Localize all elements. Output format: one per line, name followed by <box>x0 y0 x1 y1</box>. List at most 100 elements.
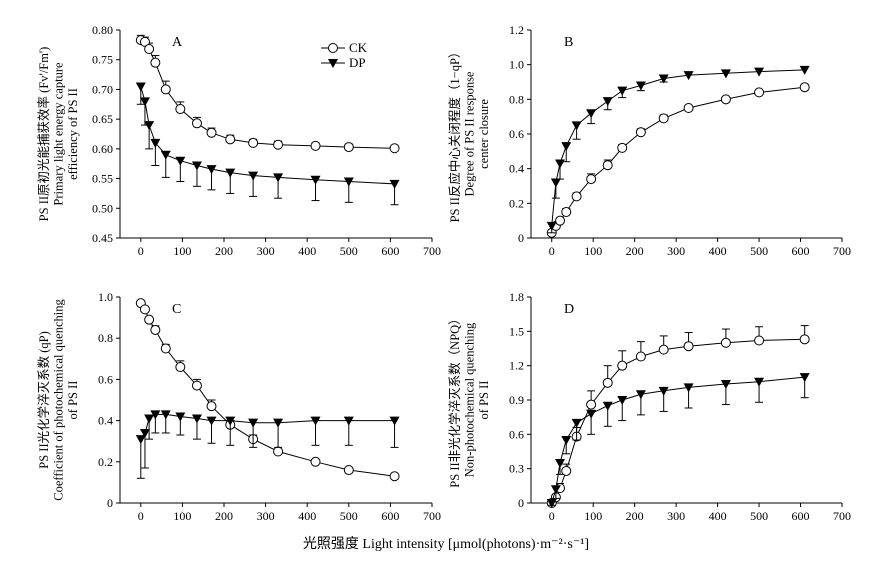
panel-letter: D <box>564 302 574 317</box>
x-tick-label: 400 <box>709 509 727 523</box>
data-point-ck <box>139 304 150 315</box>
y-axis-label: PS II光化学淬灭系数 (qP)Coefficient of photoche… <box>36 299 80 501</box>
data-point-ck <box>144 44 155 55</box>
data-point-ck <box>658 113 669 124</box>
x-tick-label: 200 <box>215 509 233 523</box>
x-tick-label: 500 <box>340 509 358 523</box>
y-tick-label: 1.8 <box>509 290 524 304</box>
y-tick-label: 0.80 <box>92 23 113 37</box>
data-point-dp <box>248 418 259 428</box>
data-point-dp <box>144 414 155 424</box>
data-point-dp <box>683 383 694 393</box>
series-line-ck <box>551 86 805 234</box>
x-axis-label: 光照强度 Light intensity [μmol(photons)·m⁻²·… <box>303 536 589 552</box>
series-ck <box>135 34 400 154</box>
y-tick-label: 1.2 <box>509 23 524 37</box>
y-axis-label-line: of PS II <box>477 381 491 420</box>
data-point-dp <box>150 410 161 420</box>
y-tick-label: 0.6 <box>98 372 113 386</box>
data-point-ck <box>273 446 284 457</box>
x-tick-label: 500 <box>750 509 768 523</box>
y-axis-label-line: PS II反应中心关闭程度（1−qP） <box>447 46 462 223</box>
data-point-ck <box>206 127 217 138</box>
data-point-dp <box>273 173 284 183</box>
series-ck <box>546 82 810 238</box>
data-point-dp <box>135 435 146 445</box>
data-point-ck <box>571 191 582 202</box>
legend-label-ck: CK <box>349 40 368 55</box>
y-tick-label: 0.75 <box>92 53 113 67</box>
data-point-dp <box>571 121 582 131</box>
data-point-ck <box>683 103 694 113</box>
data-point-dp <box>225 416 236 426</box>
y-tick-label: 0.3 <box>509 462 524 476</box>
data-point-ck <box>586 399 597 410</box>
data-point-dp <box>206 416 217 426</box>
data-point-dp <box>602 401 613 411</box>
y-axis-label-line: Coefficient of photochemical quenching <box>52 299 66 501</box>
data-point-ck <box>248 137 259 148</box>
data-point-ck <box>225 134 236 145</box>
legend-label-dp: DP <box>349 55 366 70</box>
y-tick-label: 0.8 <box>509 92 524 106</box>
data-point-ck <box>602 377 613 388</box>
y-tick-label: 0.6 <box>509 427 524 441</box>
data-point-dp <box>248 171 259 181</box>
data-point-ck <box>144 314 155 325</box>
panel-letter: C <box>172 302 181 317</box>
data-point-ck <box>150 324 161 335</box>
data-point-ck <box>555 215 566 226</box>
data-point-dp <box>561 436 572 446</box>
data-point-dp <box>273 418 284 428</box>
data-point-dp <box>586 409 597 419</box>
legend-marker-dp <box>328 59 338 68</box>
data-point-ck <box>635 127 646 138</box>
data-point-dp <box>150 138 161 148</box>
data-point-dp <box>206 165 217 175</box>
data-point-ck <box>683 341 694 352</box>
panel-d: 0 100 200 300 400 500 600 700 0 0.3 0.6 0.9 1.2 1.5 1.… <box>447 290 851 523</box>
y-tick-label: 0 <box>107 496 113 510</box>
panel-letter: B <box>564 35 573 50</box>
y-axis-label-line: Degree of PS II response <box>463 71 477 196</box>
y-axis-label-line: of PS II <box>66 381 80 420</box>
data-point-dp <box>546 499 557 508</box>
data-point-dp <box>310 416 321 426</box>
data-point-dp <box>343 177 354 187</box>
data-point-ck <box>561 465 572 476</box>
series-dp <box>135 410 400 479</box>
data-point-dp <box>160 410 171 420</box>
series-line-ck <box>551 338 805 504</box>
y-tick-label: 1.0 <box>509 58 524 72</box>
y-tick-label: 0.6 <box>509 127 524 141</box>
data-point-dp <box>799 373 810 383</box>
x-tick-label: 100 <box>584 244 602 258</box>
data-point-dp <box>617 396 628 405</box>
x-tick-label: 0 <box>138 509 144 523</box>
panel-letter: A <box>172 35 183 50</box>
data-point-dp <box>191 161 202 171</box>
y-tick-label: 0.50 <box>92 201 113 215</box>
x-tick-label: 700 <box>833 509 851 523</box>
series-dp <box>546 65 810 234</box>
y-tick-label: 0 <box>518 231 524 245</box>
data-point-dp <box>550 178 561 188</box>
x-tick-label: 300 <box>667 244 685 258</box>
data-point-ck <box>175 362 186 373</box>
x-tick-label: 200 <box>626 244 644 258</box>
data-point-dp <box>550 485 561 495</box>
data-point-dp <box>191 414 202 424</box>
y-tick-label: 1.0 <box>98 290 113 304</box>
x-tick-label: 700 <box>423 509 441 523</box>
y-tick-label: 0.2 <box>98 455 113 469</box>
x-tick-label: 500 <box>340 244 358 258</box>
x-tick-label: 0 <box>549 244 555 258</box>
data-point-dp <box>683 71 694 81</box>
data-point-ck <box>617 142 628 153</box>
x-tick-label: 300 <box>257 244 275 258</box>
x-tick-label: 100 <box>173 509 191 523</box>
y-axis-label-line: efficiency of PS II <box>66 88 80 180</box>
y-axis-label-line: PS II非光化学淬灭系数（NPQ） <box>447 312 462 487</box>
